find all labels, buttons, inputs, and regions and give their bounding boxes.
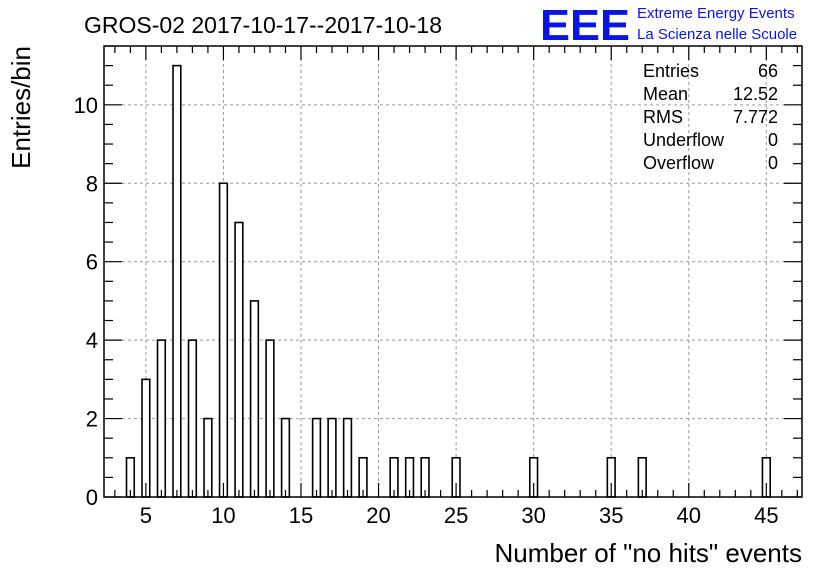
histogram-bar (342, 417, 353, 498)
y-tick-label: 2 (86, 407, 98, 432)
x-tick-label: 20 (366, 503, 390, 528)
y-tick-label: 6 (86, 250, 98, 275)
x-axis-label: Number of "no hits" events (495, 538, 803, 568)
histogram-bar (203, 417, 213, 498)
histogram-bar (327, 417, 337, 498)
y-tick-label: 4 (86, 328, 98, 353)
x-tick-label: 40 (677, 503, 701, 528)
logo-line-1: Extreme Energy Events (637, 5, 795, 22)
stat-mean-value: 12.52 (733, 84, 778, 104)
y-axis-label: Entries/bin (6, 46, 36, 169)
eee-logo: EEE Extreme Energy Events La Scienza nel… (540, 1, 797, 50)
stat-overflow-value: 0 (768, 153, 778, 173)
x-tick-label: 5 (140, 503, 152, 528)
chart-title: GROS-02 2017-10-17--2017-10-18 (84, 12, 442, 38)
stat-rms-value: 7.772 (733, 107, 778, 127)
y-tick-label: 8 (86, 171, 98, 196)
histogram-bar (172, 64, 182, 498)
stat-underflow-value: 0 (768, 130, 778, 150)
histogram-bar (156, 339, 167, 498)
histogram-bar (218, 182, 229, 498)
x-tick-label: 15 (289, 503, 313, 528)
histogram-bar (311, 417, 322, 498)
stat-entries-label: Entries (643, 61, 699, 81)
histogram-bar (187, 339, 198, 498)
histogram-bar (249, 300, 260, 498)
stat-rms-label: RMS (643, 107, 683, 127)
logo-line-2: La Scienza nelle Scuole (637, 26, 797, 43)
x-tick-label: 10 (211, 503, 235, 528)
x-tick-label: 35 (599, 503, 623, 528)
axis-ticks: 5 10 15 20 25 30 35 40 45 0 2 4 6 8 10 (74, 45, 802, 528)
histogram-bar (141, 378, 151, 498)
plot-frame (103, 45, 803, 498)
eee-logo-mark: EEE (540, 1, 630, 50)
y-tick-label: 10 (74, 93, 98, 118)
stat-entries-value: 66 (758, 61, 778, 81)
histogram-bar (265, 339, 275, 498)
y-tick-label: 0 (86, 485, 98, 510)
stat-mean-label: Mean (643, 84, 688, 104)
x-tick-label: 30 (521, 503, 545, 528)
stats-box: Entries 66 Mean 12.52 RMS 7.772 Underflo… (643, 61, 778, 173)
histogram-bar (280, 417, 291, 498)
histogram-bars (125, 64, 772, 498)
histogram-bar (234, 221, 244, 498)
x-tick-label: 25 (444, 503, 468, 528)
stat-underflow-label: Underflow (643, 130, 725, 150)
x-tick-label: 45 (754, 503, 778, 528)
stat-overflow-label: Overflow (643, 153, 715, 173)
